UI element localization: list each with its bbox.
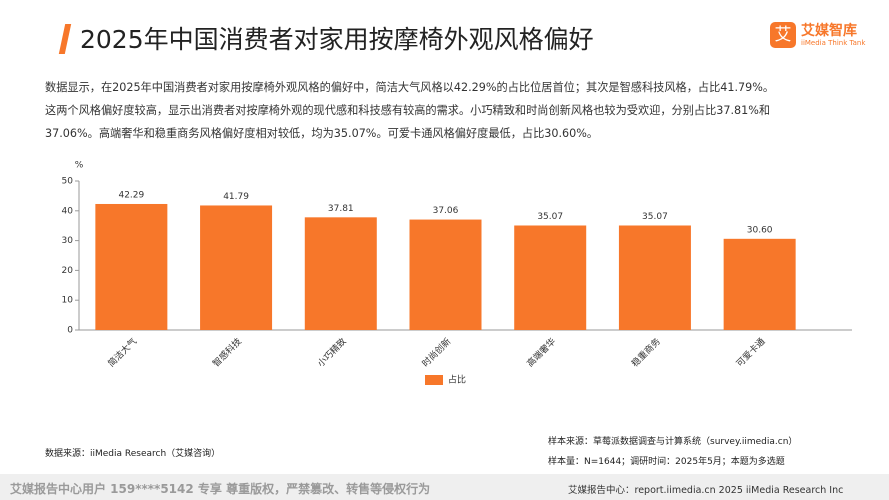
bar xyxy=(95,203,168,330)
value-label: 41.79 xyxy=(223,192,249,202)
x-tick-label: 可爱卡通 xyxy=(734,335,768,369)
description-line: 数据显示，在2025年中国消费者对家用按摩椅外观风格的偏好中，简洁大气风格以42… xyxy=(45,81,775,94)
value-label: 35.07 xyxy=(642,212,668,222)
y-unit: % xyxy=(75,161,84,171)
logo: 艾媒智库 xyxy=(801,23,857,39)
footer-right: 艾媒报告中心：report.iimedia.cn 2025 iiMedia Re… xyxy=(568,485,844,496)
bar xyxy=(409,219,482,330)
y-tick-label: 0 xyxy=(67,326,73,336)
description: 数据显示，在2025年中国消费者对家用按摩椅外观风格的偏好中，简洁大气风格以42… xyxy=(45,76,774,145)
y-tick-label: 10 xyxy=(62,296,74,306)
value-label: 30.60 xyxy=(747,225,773,235)
value-label: 37.81 xyxy=(328,204,354,214)
y-tick-label: 40 xyxy=(62,206,74,216)
description-line: 37.06%。高端奢华和稳重商务风格偏好度相对较低，均为35.07%。可爱卡通风… xyxy=(45,127,599,140)
y-tick-label: 30 xyxy=(62,236,74,246)
x-tick-label: 稳重商务 xyxy=(629,335,663,369)
y-tick-label: 50 xyxy=(62,177,74,187)
bar xyxy=(723,238,796,330)
bar xyxy=(514,225,587,330)
sample-source: 样本来源：草莓派数据调查与计算系统（survey.iimedia.cn） xyxy=(548,437,798,447)
logo-sub: iiMedia Think Tank xyxy=(801,39,866,47)
x-tick-label: 小巧精致 xyxy=(315,335,349,369)
x-tick-label: 智感科技 xyxy=(210,335,244,369)
y-tick-label: 20 xyxy=(62,266,74,276)
value-label: 35.07 xyxy=(537,212,563,222)
title: 2025年中国消费者对家用按摩椅外观风格偏好 xyxy=(80,25,594,54)
x-tick-label: 简洁大气 xyxy=(105,335,139,369)
description-line: 这两个风格偏好度较高，显示出消费者对按摩椅外观的现代感和科技感有较高的需求。小巧… xyxy=(45,104,771,117)
source: 数据来源：iiMedia Research（艾媒咨询） xyxy=(45,449,221,459)
value-label: 42.29 xyxy=(118,190,144,200)
x-tick-label: 时尚创新 xyxy=(419,335,453,369)
bar xyxy=(200,205,273,330)
logo-icon: 艾 xyxy=(770,22,796,48)
value-label: 37.06 xyxy=(433,206,459,216)
bar xyxy=(618,225,691,330)
legend-swatch xyxy=(425,375,443,385)
x-tick-label: 高端奢华 xyxy=(524,335,558,369)
footer-bar xyxy=(0,474,889,500)
bar xyxy=(304,217,377,330)
footer-left: 艾媒报告中心用户 159****5142 专享 尊重版权，严禁篡改、转售等侵权行… xyxy=(10,482,431,496)
legend-label: 占比 xyxy=(448,374,466,386)
chart: % 0 10 20 30 40 50 简洁大气 智感科技 小巧精致 时尚创新 高端奢华 稳重商务 可爱卡通… xyxy=(62,161,852,386)
sample-info: 样本量：N=1644；调研时间：2025年5月；本题为多选题 xyxy=(548,457,785,467)
